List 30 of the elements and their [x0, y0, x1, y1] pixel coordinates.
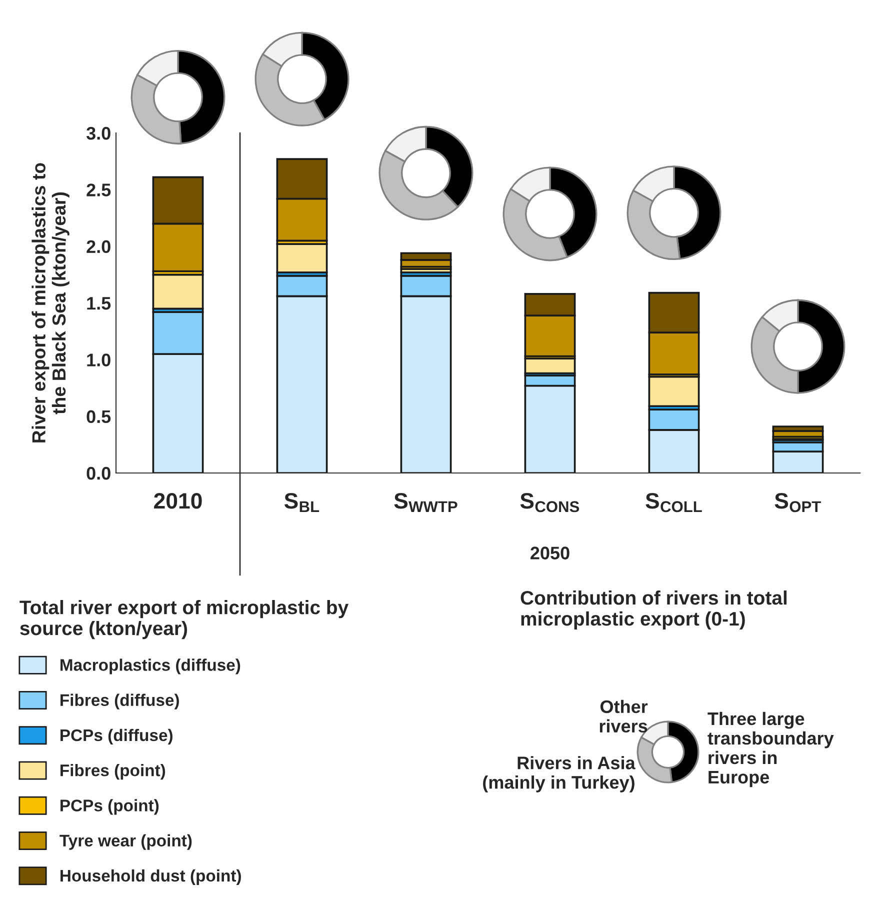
y-tick-label: 1.0: [87, 354, 110, 366]
y-tick-label: 3.0: [86, 126, 110, 140]
legend-label: Macroplastics (diffuse): [60, 658, 240, 674]
y-tick-label: 0.5: [86, 410, 111, 424]
legend-title: Total river export of microplastic by source (kton/year): [20, 600, 349, 640]
legend-label: Fibres (point): [60, 764, 166, 780]
x-tick-label: S$_{COLL}$: [646, 492, 702, 512]
y-tick-label: 2.0: [86, 240, 110, 254]
legend-label: Tyre wear (point): [60, 834, 192, 850]
x-tick-label: 2010: [154, 493, 202, 509]
y-axis-title: River export of microplastics to the Black Sea (kton/year): [32, 163, 70, 442]
legend-label: Fibres (diffuse): [60, 694, 179, 710]
chart-title: Contribution of rivers in total microplastic export (0-1): [520, 590, 787, 630]
text: 2050: [530, 546, 570, 560]
bar: [152, 274, 204, 310]
bar: [276, 243, 328, 274]
x-tick-label: S$_{OPT}$: [774, 492, 821, 512]
y-tick-label: 2.5: [86, 184, 111, 196]
x-tick-label: S$_{CONS}$: [520, 492, 580, 512]
slice-label: Rivers in Asia (mainly in Turkey): [483, 756, 636, 792]
legend-label: PCPs (diffuse): [60, 728, 172, 744]
legend-label: PCPs (point): [60, 799, 159, 815]
y-tick-label: 1.5: [87, 297, 111, 310]
bar: [648, 376, 700, 408]
slice-label: Three large transboundary rivers in Europe: [708, 712, 834, 788]
x-tick-label: S$_{WWTP}$: [394, 492, 458, 512]
y-tick-label: 0.0: [86, 466, 110, 480]
slice-label: Other rivers: [600, 700, 648, 733]
legend-label: Household dust (point): [60, 869, 241, 885]
x-tick-label: S$_{BL}$: [284, 492, 320, 512]
